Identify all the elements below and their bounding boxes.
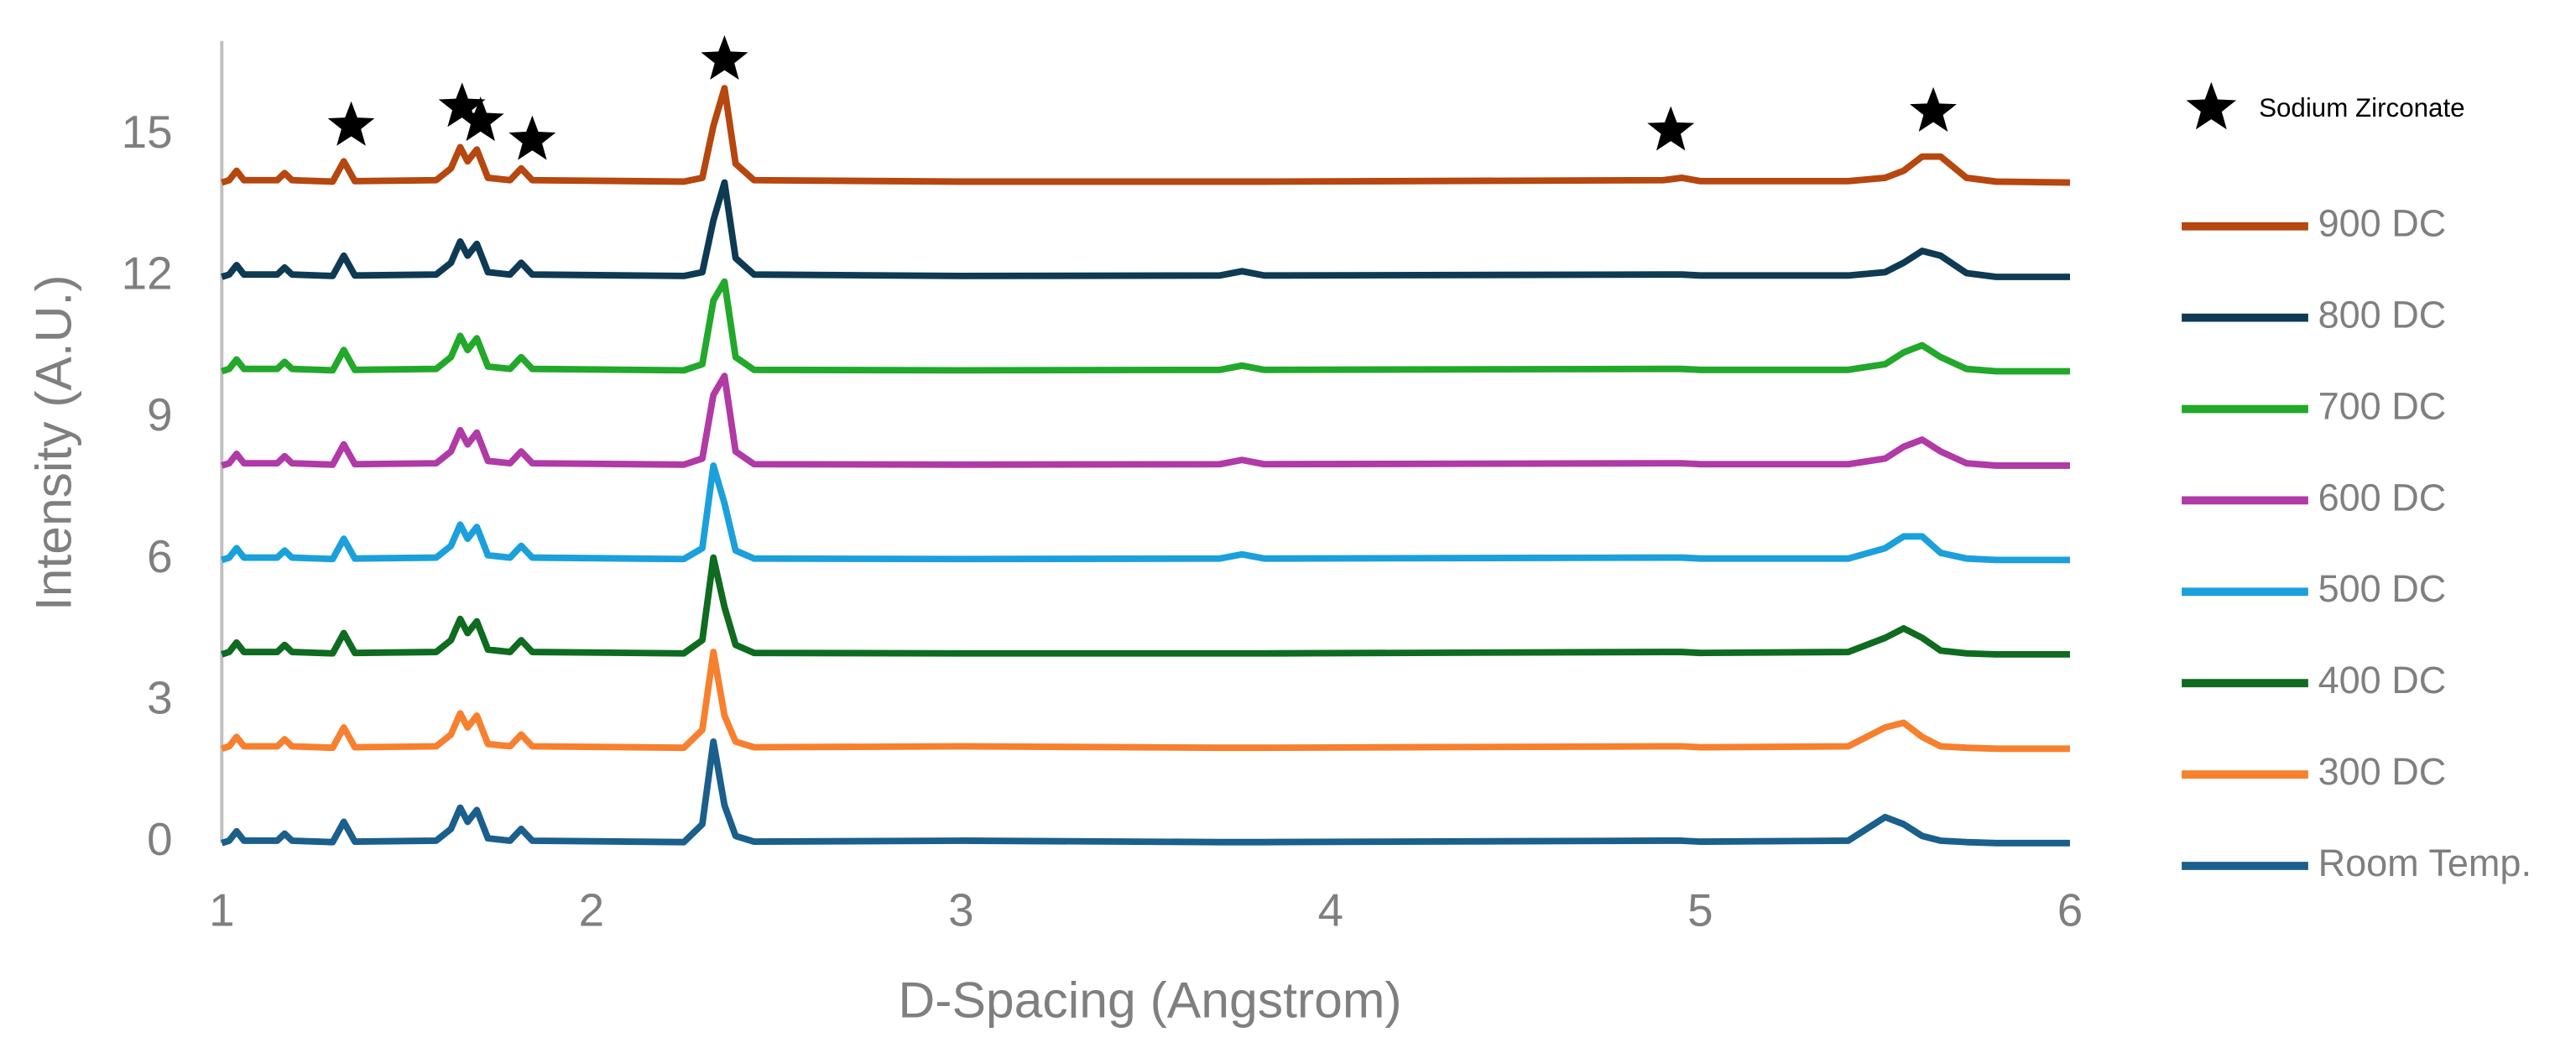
x-tick-label: 1 (209, 884, 234, 936)
annotation-star (1910, 86, 1957, 132)
y-tick-label: 3 (147, 672, 172, 724)
series-line (221, 179, 2070, 280)
series-line (221, 554, 2070, 658)
series-line (221, 373, 2070, 469)
legend-label: 300 DC (2318, 750, 2447, 793)
legend-star (2186, 81, 2237, 130)
series-line (221, 85, 2071, 186)
legend-label: 400 DC (2318, 659, 2447, 701)
legend-label: 800 DC (2318, 294, 2447, 336)
annotation-star (508, 115, 556, 160)
y-tick-label: 0 (147, 813, 172, 865)
annotation-star (1647, 106, 1695, 151)
legend-label: 500 DC (2318, 567, 2447, 610)
x-tick-label: 2 (579, 884, 604, 936)
x-tick-label: 6 (2057, 884, 2083, 936)
annotation-star (327, 101, 375, 146)
annotation-star (438, 82, 486, 128)
y-tick-label: 12 (122, 248, 173, 300)
annotation-star (456, 96, 504, 142)
y-tick-label: 15 (122, 106, 173, 158)
series-line (221, 462, 2070, 564)
legend-label: Room Temp. (2318, 842, 2532, 884)
y-axis-title: Intensity (A.U.) (25, 275, 82, 612)
y-tick-label: 9 (147, 388, 172, 440)
series-line (221, 738, 2070, 847)
x-tick-label: 4 (1318, 884, 1343, 936)
x-tick-label: 3 (948, 884, 973, 936)
x-tick-label: 5 (1687, 884, 1713, 936)
y-tick-label: 6 (147, 530, 172, 582)
annotation-star (701, 35, 748, 81)
legend-label: 900 DC (2318, 202, 2447, 245)
series-line (221, 278, 2070, 375)
series-line (221, 649, 2070, 753)
legend-label: Sodium Zirconate (2259, 93, 2464, 123)
legend-label: 700 DC (2318, 384, 2447, 427)
x-axis-title: D-Spacing (Angstrom) (898, 971, 1401, 1028)
legend-label: 600 DC (2318, 476, 2447, 519)
